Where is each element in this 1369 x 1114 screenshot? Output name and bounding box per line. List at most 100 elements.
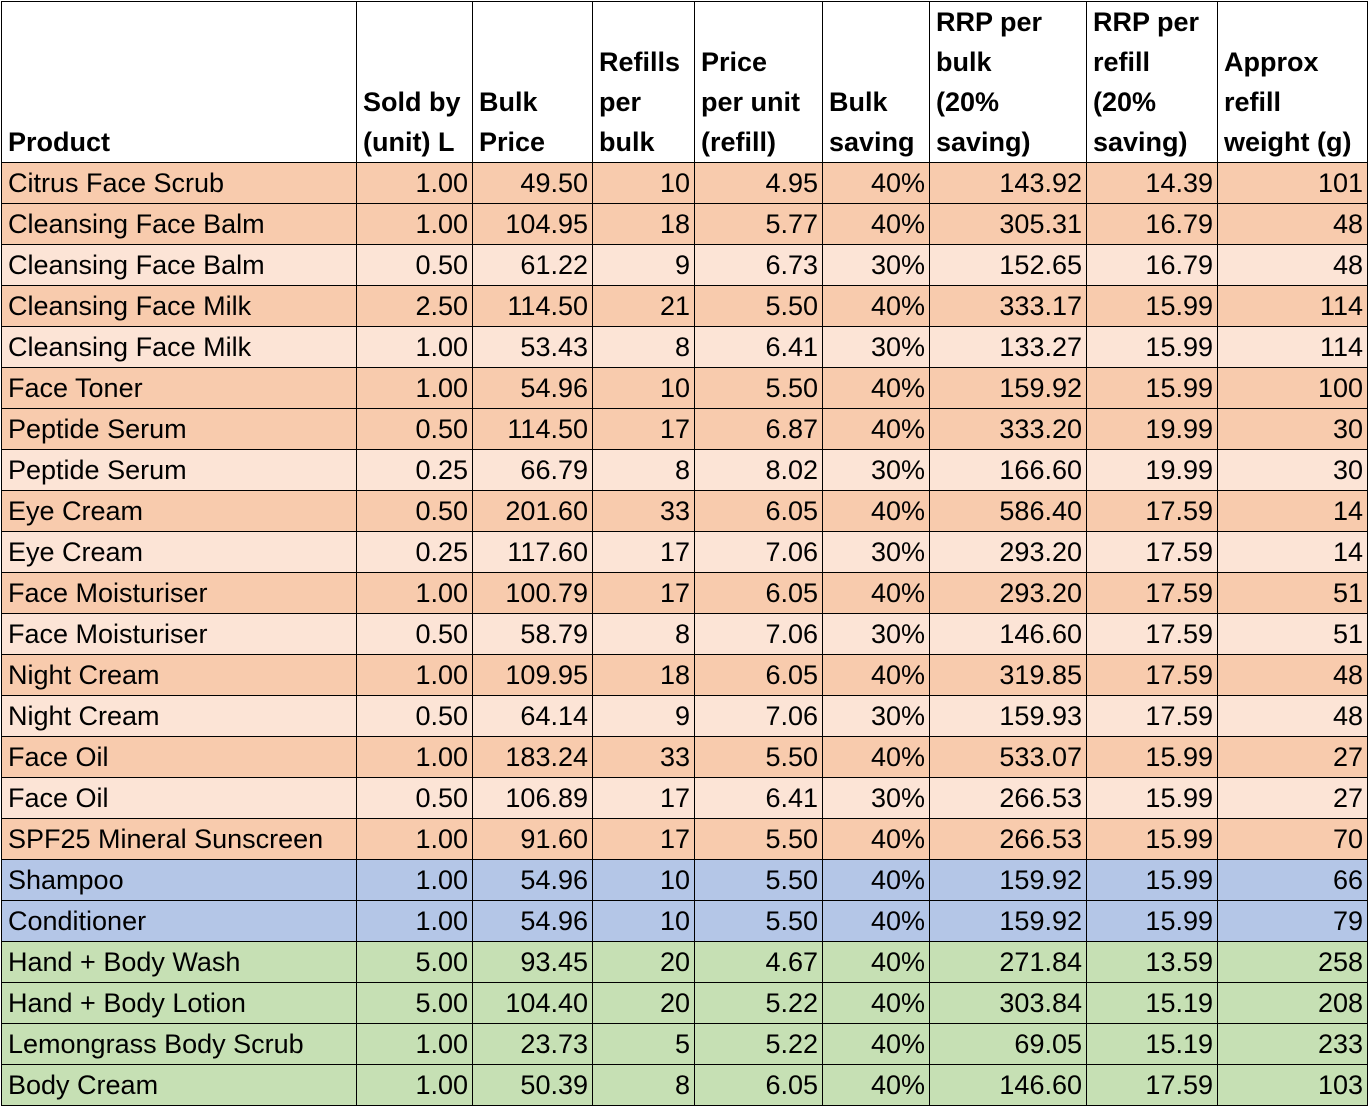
value-cell: 51 [1217, 572, 1368, 614]
value-cell: 48 [1217, 654, 1368, 696]
value-cell: 10 [592, 859, 695, 901]
value-cell: 166.60 [929, 449, 1087, 491]
value-cell: 258 [1217, 941, 1368, 983]
value-cell: 8 [592, 449, 695, 491]
value-cell: 1.00 [356, 367, 473, 409]
value-cell: 4.67 [694, 941, 823, 983]
product-cell: SPF25 Mineral Sunscreen [1, 818, 357, 860]
column-header: Bulk Price [472, 1, 593, 163]
value-cell: 17 [592, 531, 695, 573]
value-cell: 1.00 [356, 736, 473, 778]
value-cell: 100.79 [472, 572, 593, 614]
value-cell: 14 [1217, 531, 1368, 573]
table-row: Face Oil 0.50 106.89 17 6.41 30% 266.53 15.99 27 [1, 777, 1368, 819]
product-cell: Face Toner [1, 367, 357, 409]
value-cell: 50.39 [472, 1064, 593, 1106]
value-cell: 6.05 [694, 1064, 823, 1106]
column-header: RRP per refill (20% saving) [1086, 1, 1218, 163]
product-cell: Body Cream [1, 1064, 357, 1106]
value-cell: 10 [592, 162, 695, 204]
value-cell: 1.00 [356, 654, 473, 696]
value-cell: 18 [592, 203, 695, 245]
value-cell: 201.60 [472, 490, 593, 532]
value-cell: 30 [1217, 408, 1368, 450]
value-cell: 159.92 [929, 859, 1087, 901]
value-cell: 40% [822, 162, 930, 204]
value-cell: 104.40 [472, 982, 593, 1024]
value-cell: 146.60 [929, 613, 1087, 655]
value-cell: 30% [822, 777, 930, 819]
value-cell: 6.05 [694, 572, 823, 614]
value-cell: 5.50 [694, 736, 823, 778]
value-cell: 40% [822, 982, 930, 1024]
product-cell: Shampoo [1, 859, 357, 901]
column-header: Approx refill weight (g) [1217, 1, 1368, 163]
column-header: Bulk saving [822, 1, 930, 163]
value-cell: 40% [822, 900, 930, 942]
value-cell: 8 [592, 613, 695, 655]
product-cell: Hand + Body Wash [1, 941, 357, 983]
value-cell: 15.99 [1086, 367, 1218, 409]
value-cell: 17.59 [1086, 613, 1218, 655]
value-cell: 5.50 [694, 367, 823, 409]
value-cell: 4.95 [694, 162, 823, 204]
value-cell: 91.60 [472, 818, 593, 860]
value-cell: 100 [1217, 367, 1368, 409]
value-cell: 0.50 [356, 695, 473, 737]
table-row: Cleansing Face Balm 1.00 104.95 18 5.77 40% 30… [1, 203, 1368, 245]
value-cell: 114.50 [472, 285, 593, 327]
value-cell: 40% [822, 736, 930, 778]
value-cell: 5.22 [694, 982, 823, 1024]
value-cell: 30% [822, 244, 930, 286]
value-cell: 19.99 [1086, 449, 1218, 491]
table-body: Citrus Face Scrub 1.00 49.50 10 4.95 40% 143.9… [1, 162, 1368, 1106]
value-cell: 0.25 [356, 531, 473, 573]
value-cell: 5 [592, 1023, 695, 1065]
value-cell: 51 [1217, 613, 1368, 655]
value-cell: 7.06 [694, 613, 823, 655]
table-row: Cleansing Face Milk 2.50 114.50 21 5.50 40% 33… [1, 285, 1368, 327]
value-cell: 305.31 [929, 203, 1087, 245]
value-cell: 117.60 [472, 531, 593, 573]
value-cell: 30% [822, 613, 930, 655]
table-row: Eye Cream 0.25 117.60 17 7.06 30% 293.20 17.59 1… [1, 531, 1368, 573]
product-cell: Face Moisturiser [1, 613, 357, 655]
product-cell: Cleansing Face Milk [1, 326, 357, 368]
table-row: Conditioner 1.00 54.96 10 5.50 40% 159.92 15.99… [1, 900, 1368, 942]
value-cell: 8 [592, 326, 695, 368]
value-cell: 17.59 [1086, 572, 1218, 614]
value-cell: 20 [592, 982, 695, 1024]
value-cell: 8.02 [694, 449, 823, 491]
value-cell: 49.50 [472, 162, 593, 204]
value-cell: 18 [592, 654, 695, 696]
value-cell: 1.00 [356, 203, 473, 245]
value-cell: 293.20 [929, 531, 1087, 573]
value-cell: 146.60 [929, 1064, 1087, 1106]
value-cell: 54.96 [472, 900, 593, 942]
value-cell: 33 [592, 736, 695, 778]
value-cell: 10 [592, 367, 695, 409]
value-cell: 30% [822, 449, 930, 491]
value-cell: 27 [1217, 736, 1368, 778]
product-cell: Citrus Face Scrub [1, 162, 357, 204]
value-cell: 27 [1217, 777, 1368, 819]
value-cell: 5.50 [694, 900, 823, 942]
value-cell: 114 [1217, 326, 1368, 368]
value-cell: 114 [1217, 285, 1368, 327]
value-cell: 533.07 [929, 736, 1087, 778]
value-cell: 6.41 [694, 326, 823, 368]
value-cell: 17.59 [1086, 695, 1218, 737]
value-cell: 48 [1217, 695, 1368, 737]
value-cell: 14.39 [1086, 162, 1218, 204]
value-cell: 15.99 [1086, 736, 1218, 778]
value-cell: 0.25 [356, 449, 473, 491]
value-cell: 64.14 [472, 695, 593, 737]
table-row: SPF25 Mineral Sunscreen 1.00 91.60 17 5.50 40… [1, 818, 1368, 860]
value-cell: 208 [1217, 982, 1368, 1024]
product-cell: Hand + Body Lotion [1, 982, 357, 1024]
value-cell: 17 [592, 818, 695, 860]
value-cell: 106.89 [472, 777, 593, 819]
value-cell: 7.06 [694, 695, 823, 737]
